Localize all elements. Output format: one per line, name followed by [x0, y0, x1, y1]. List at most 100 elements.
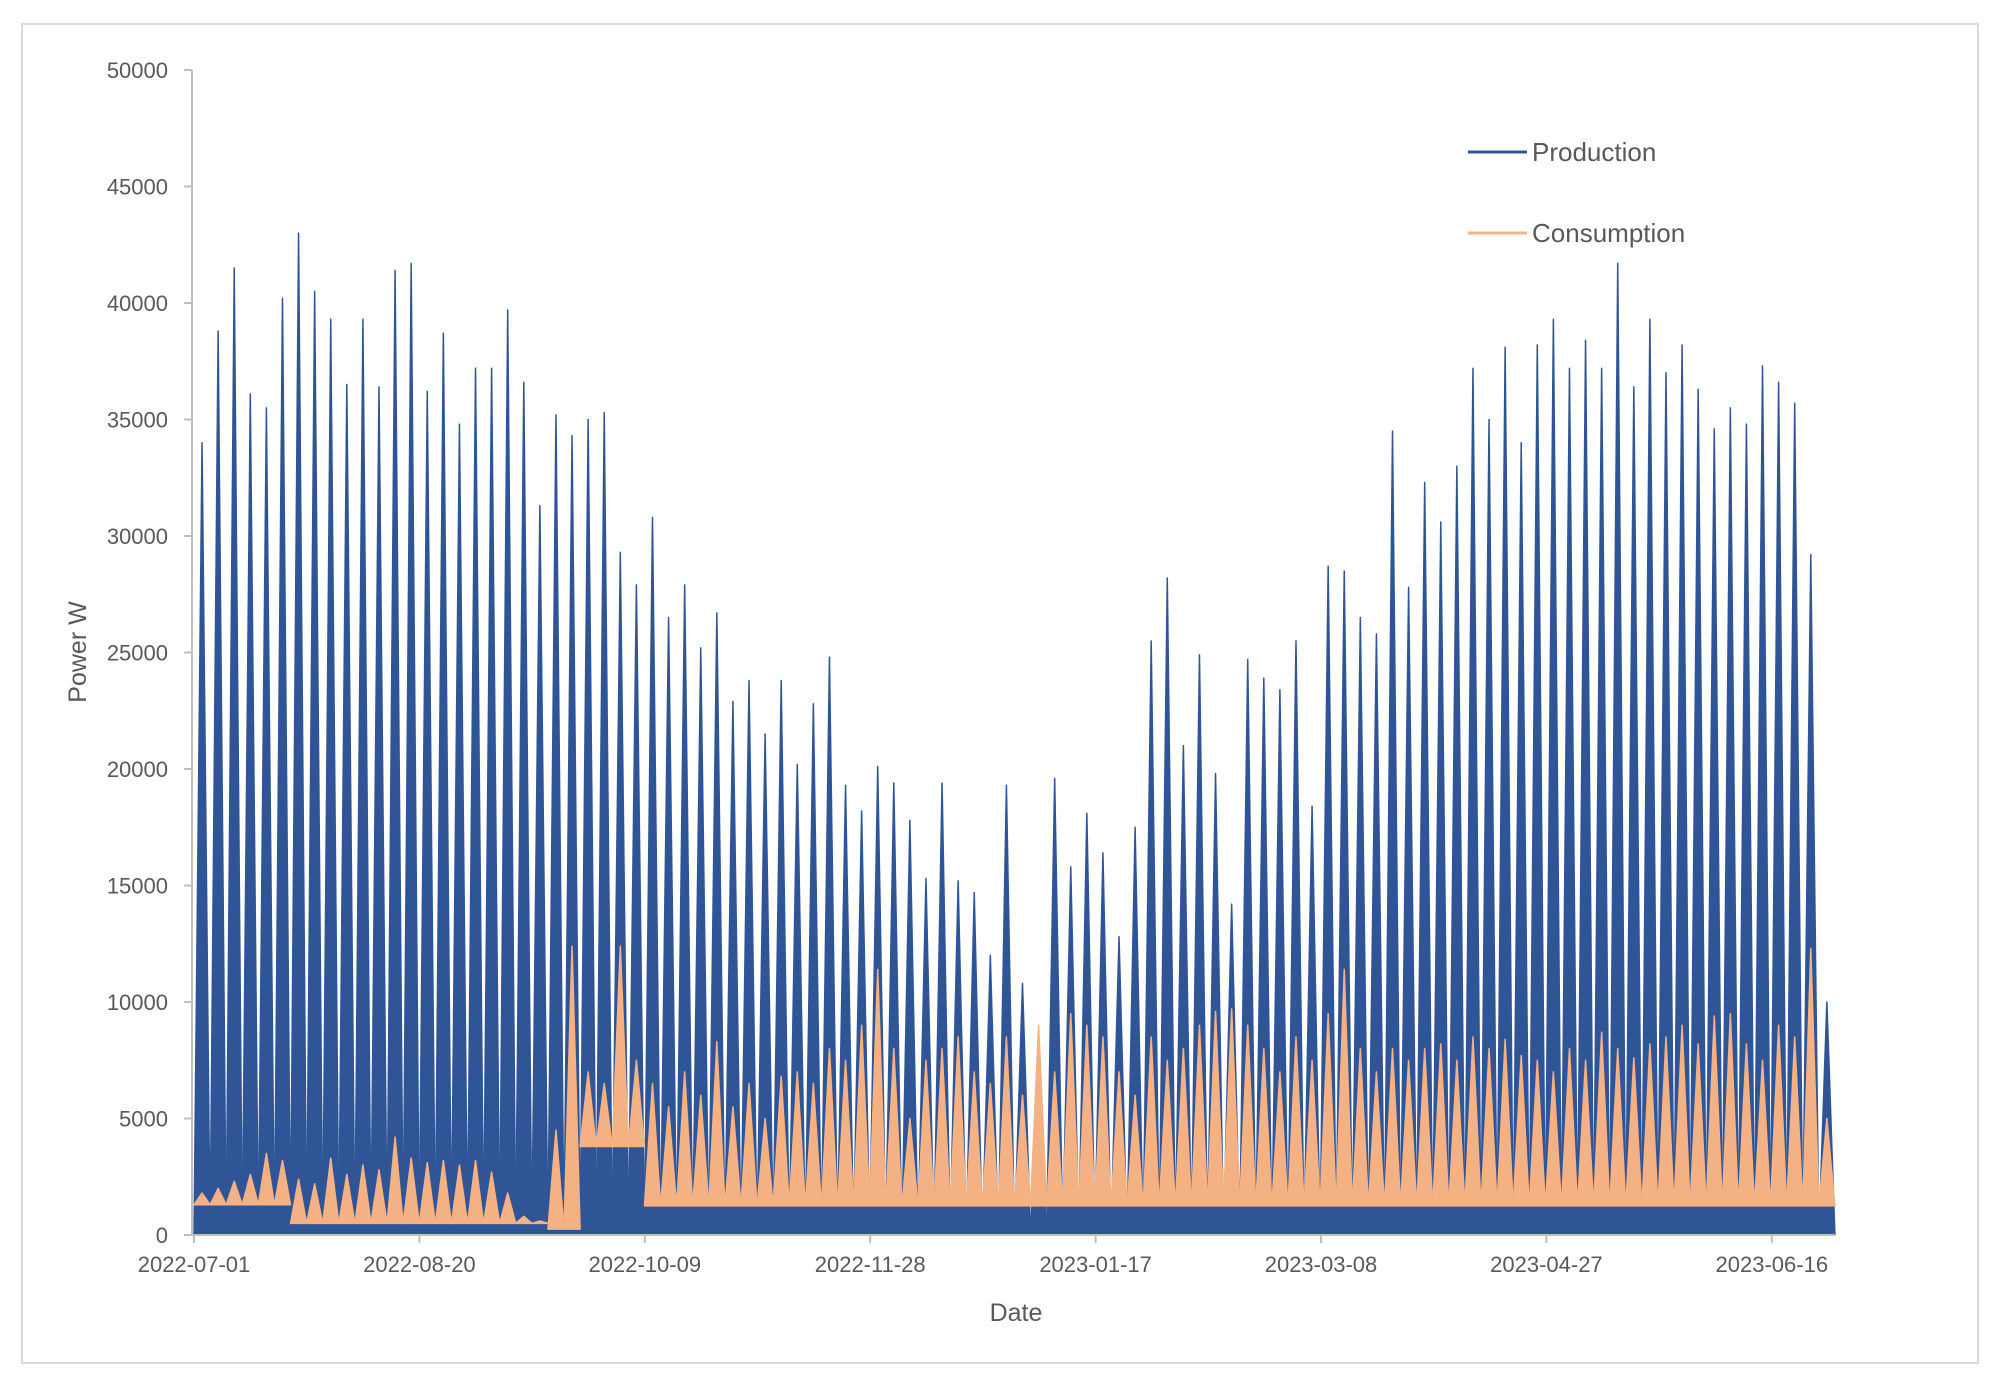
- data-spike: [531, 1220, 549, 1225]
- y-tick-label: 5000: [119, 1107, 168, 1132]
- data-spike: [1271, 1071, 1289, 1207]
- y-tick-label: 25000: [107, 641, 168, 666]
- data-spike: [1287, 1036, 1305, 1207]
- data-spike: [804, 1082, 823, 1207]
- data-spike: [675, 1071, 694, 1207]
- data-spike: [1673, 1024, 1691, 1207]
- data-spike: [1222, 1008, 1241, 1207]
- data-spike: [1769, 1024, 1788, 1207]
- data-spike: [193, 1192, 211, 1206]
- x-tick-label: 2022-10-09: [589, 1252, 702, 1277]
- data-spike: [1705, 1015, 1724, 1207]
- y-tick-label: 30000: [107, 524, 168, 549]
- data-spike: [772, 1075, 790, 1207]
- data-spike: [1335, 968, 1354, 1207]
- series-consumption: [193, 945, 1836, 1230]
- data-spike: [338, 1173, 356, 1225]
- data-spike: [659, 1106, 678, 1207]
- y-tick-label: 0: [156, 1223, 168, 1248]
- y-tick-label: 35000: [107, 408, 168, 433]
- data-spike: [225, 1180, 244, 1206]
- data-spike: [1528, 1059, 1547, 1207]
- data-spike: [1785, 1036, 1804, 1207]
- data-spike: [885, 1047, 903, 1207]
- data-spike: [820, 1047, 839, 1207]
- data-spike: [466, 1159, 485, 1225]
- data-spike: [209, 1187, 227, 1206]
- data-spike: [756, 1117, 774, 1207]
- data-spike: [1094, 1036, 1112, 1207]
- data-spike: [402, 1157, 420, 1225]
- data-spike: [257, 1152, 276, 1206]
- data-spike: [1255, 1047, 1273, 1207]
- axes-layer: 0 5000 10000 15000 20000 25000 30000 35000 40000…: [107, 58, 1835, 1277]
- data-spike: [321, 1157, 340, 1225]
- data-spike: [1126, 1094, 1144, 1207]
- data-spike: [1608, 1047, 1627, 1207]
- data-spike: [418, 1162, 437, 1225]
- data-spike: [868, 968, 887, 1207]
- data-spike: [1110, 1071, 1128, 1207]
- data-spike: [1560, 1047, 1579, 1207]
- data-spike: [547, 1129, 565, 1230]
- data-spike: [354, 1164, 372, 1225]
- x-tick-label: 2023-04-27: [1490, 1252, 1603, 1277]
- x-tick-label: 2022-07-01: [138, 1252, 251, 1277]
- data-spike: [1592, 1031, 1611, 1207]
- data-spike: [1319, 1012, 1337, 1207]
- data-spike: [1029, 1024, 1048, 1207]
- data-spike: [627, 1059, 646, 1148]
- data-spike: [691, 1094, 710, 1207]
- y-tick-label: 10000: [107, 990, 168, 1015]
- data-spike: [1512, 1054, 1531, 1207]
- data-spike: [1464, 1036, 1482, 1207]
- y-tick-label: 40000: [107, 291, 168, 316]
- data-spike: [1657, 1036, 1675, 1207]
- data-spike: [852, 1024, 871, 1207]
- data-spike: [498, 1192, 517, 1225]
- data-spike: [1190, 1024, 1209, 1207]
- data-spike: [1367, 1071, 1386, 1207]
- data-spike: [1351, 1047, 1370, 1207]
- data-spike: [949, 1036, 967, 1207]
- x-tick-label: 2022-08-20: [363, 1252, 476, 1277]
- data-spike: [643, 1082, 662, 1207]
- data-spike: [1496, 1038, 1514, 1207]
- data-spike: [965, 1071, 984, 1207]
- data-spike: [386, 1136, 404, 1225]
- data-spike: [836, 1059, 855, 1207]
- data-spike: [1158, 1059, 1177, 1207]
- y-tick-label: 15000: [107, 874, 168, 899]
- legend-label-production: Production: [1532, 137, 1656, 167]
- y-tick-label: 45000: [107, 175, 168, 200]
- data-spike: [482, 1171, 501, 1225]
- y-tick-label: 20000: [107, 757, 168, 782]
- data-spike: [1078, 1024, 1096, 1207]
- data-spike: [370, 1169, 388, 1225]
- x-tick-label: 2023-01-17: [1039, 1252, 1152, 1277]
- y-tick-label: 50000: [107, 58, 168, 83]
- data-spike: [434, 1159, 453, 1225]
- data-spike: [724, 1106, 742, 1207]
- data-spike: [1238, 1024, 1257, 1207]
- data-spike: [1399, 1059, 1418, 1207]
- data-spike: [563, 945, 581, 1230]
- data-spike: [788, 1071, 807, 1207]
- data-spike: [1753, 1059, 1772, 1207]
- data-spike: [1737, 1043, 1756, 1207]
- data-spike: [273, 1159, 292, 1206]
- data-spike: [611, 945, 630, 1148]
- data-spike: [579, 1071, 597, 1148]
- data-spike: [289, 1178, 308, 1225]
- data-spike: [1431, 1043, 1450, 1207]
- x-tick-label: 2023-03-08: [1265, 1252, 1378, 1277]
- data-spike: [917, 1059, 935, 1207]
- data-spike: [595, 1082, 614, 1148]
- data-spike: [997, 1036, 1016, 1207]
- legend: Production Consumption: [1468, 137, 1685, 248]
- x-tick-label: 2023-06-16: [1716, 1252, 1829, 1277]
- legend-label-consumption: Consumption: [1532, 218, 1685, 248]
- x-tick-label: 2022-11-28: [815, 1252, 926, 1277]
- data-spike: [1303, 1059, 1321, 1207]
